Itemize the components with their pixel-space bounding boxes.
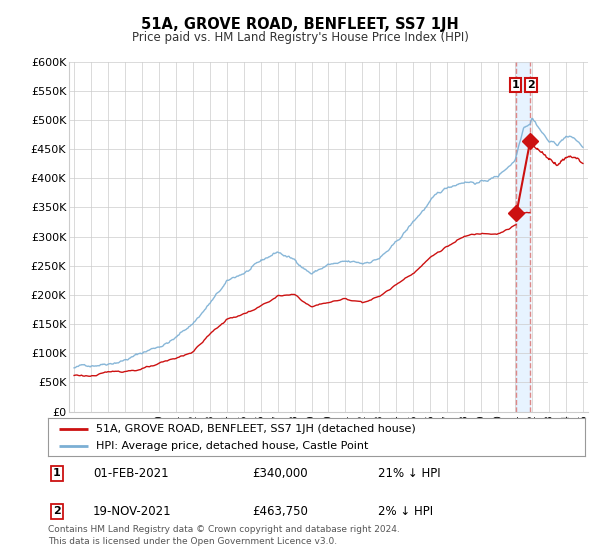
Text: 19-NOV-2021: 19-NOV-2021	[93, 505, 172, 518]
Text: 01-FEB-2021: 01-FEB-2021	[93, 466, 169, 480]
Text: Contains HM Land Registry data © Crown copyright and database right 2024.
This d: Contains HM Land Registry data © Crown c…	[48, 525, 400, 546]
Text: 51A, GROVE ROAD, BENFLEET, SS7 1JH (detached house): 51A, GROVE ROAD, BENFLEET, SS7 1JH (deta…	[97, 423, 416, 433]
Text: 2% ↓ HPI: 2% ↓ HPI	[378, 505, 433, 518]
Text: 1: 1	[512, 80, 520, 90]
Text: £463,750: £463,750	[252, 505, 308, 518]
Text: 1: 1	[53, 468, 61, 478]
Text: Price paid vs. HM Land Registry's House Price Index (HPI): Price paid vs. HM Land Registry's House …	[131, 31, 469, 44]
Text: £340,000: £340,000	[252, 466, 308, 480]
Text: 21% ↓ HPI: 21% ↓ HPI	[378, 466, 440, 480]
Text: 2: 2	[53, 506, 61, 516]
Text: HPI: Average price, detached house, Castle Point: HPI: Average price, detached house, Cast…	[97, 441, 369, 451]
Text: 51A, GROVE ROAD, BENFLEET, SS7 1JH: 51A, GROVE ROAD, BENFLEET, SS7 1JH	[141, 17, 459, 32]
Text: 2: 2	[527, 80, 535, 90]
Bar	[517, 62, 530, 412]
